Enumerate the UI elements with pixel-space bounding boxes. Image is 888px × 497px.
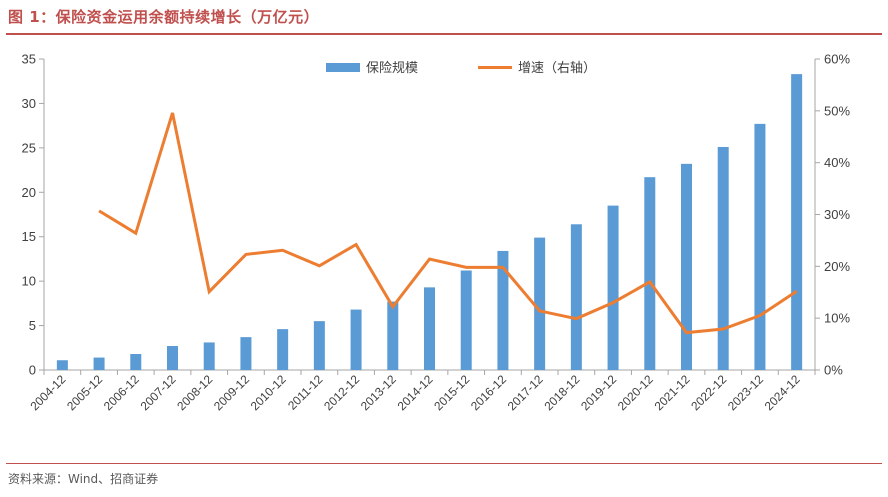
legend-swatch-bar xyxy=(326,63,360,72)
x-axis-tick-label: 2015-12 xyxy=(431,372,472,413)
title-row: 图 1：保险资金运用余额持续增长（万亿元） xyxy=(0,0,888,36)
left-axis-tick-label: 0 xyxy=(29,363,36,378)
x-axis-tick-label: 2010-12 xyxy=(248,372,289,413)
bar-2008-12 xyxy=(203,342,215,370)
x-axis-tick-label: 2008-12 xyxy=(174,372,215,413)
left-axis-tick-label: 30 xyxy=(22,96,36,111)
left-axis-tick-label: 15 xyxy=(22,229,36,244)
legend-label-line: 增速（右轴） xyxy=(518,61,596,76)
x-axis-tick-label: 2013-12 xyxy=(358,372,399,413)
bar-2024-12 xyxy=(791,74,803,370)
right-axis-tick-label: 50% xyxy=(824,103,850,118)
bar-2021-12 xyxy=(681,163,692,370)
right-axis-tick-label: 0% xyxy=(824,363,843,378)
bar-2019-12 xyxy=(607,205,619,370)
x-axis-tick-label: 2020-12 xyxy=(615,372,656,413)
bar-2007-12 xyxy=(167,346,178,370)
bar-2023-12 xyxy=(754,123,766,370)
chart: 0 5 10 15 20 25 30 35 0% 10% 20% 30% 40% 50% 60% 2004-1… xyxy=(22,52,851,414)
x-axis-tick-label: 2016-12 xyxy=(468,372,509,413)
x-axis-tick-label: 2004-12 xyxy=(27,372,68,413)
x-axis-tick-label: 2011-12 xyxy=(285,372,326,413)
x-axis-tick-label: 2018-12 xyxy=(541,372,582,413)
bar-2014-12 xyxy=(424,287,435,370)
bar-2012-12 xyxy=(350,309,362,370)
left-axis-tick-label: 5 xyxy=(29,318,36,333)
right-axis-tick-label: 40% xyxy=(824,155,850,170)
bar-2016-12 xyxy=(497,250,509,370)
bar-2015-12 xyxy=(460,270,472,370)
bar-2017-12 xyxy=(534,237,546,370)
bar-2004-12 xyxy=(56,360,68,370)
bar-2006-12 xyxy=(130,354,142,370)
x-axis-tick-label: 2007-12 xyxy=(138,372,179,413)
left-axis-tick-label: 10 xyxy=(22,274,36,289)
right-axis-tick-label: 60% xyxy=(824,52,850,67)
title-underline xyxy=(6,33,882,35)
bar-2013-12 xyxy=(387,301,399,370)
bar-2020-12 xyxy=(644,177,656,370)
x-axis-tick-label: 2014-12 xyxy=(395,372,436,413)
right-axis-tick-label: 20% xyxy=(824,259,850,274)
x-axis-tick-label: 2023-12 xyxy=(725,372,766,413)
bar-2009-12 xyxy=(240,337,252,370)
bar-2005-12 xyxy=(93,357,105,370)
bar-2022-12 xyxy=(717,146,729,370)
bar-2010-12 xyxy=(277,329,289,370)
figure-title: 图 1：保险资金运用余额持续增长（万亿元） xyxy=(8,8,320,26)
bar-2018-12 xyxy=(570,224,582,370)
bar-2011-12 xyxy=(313,321,325,370)
right-axis-tick-label: 30% xyxy=(824,207,850,222)
left-axis-tick-label: 20 xyxy=(22,185,36,200)
x-axis-tick-label: 2009-12 xyxy=(211,372,252,413)
left-axis-tick-label: 25 xyxy=(22,140,36,155)
x-axis-tick-label: 2024-12 xyxy=(762,372,803,413)
legend-label-bar: 保险规模 xyxy=(366,61,418,76)
x-axis-tick-label: 2006-12 xyxy=(101,372,142,413)
footer-rule xyxy=(6,463,882,464)
x-axis-tick-label: 2005-12 xyxy=(64,372,105,413)
x-axis-tick-label: 2012-12 xyxy=(321,372,362,413)
right-axis-tick-label: 10% xyxy=(824,311,850,326)
x-axis-tick-label: 2017-12 xyxy=(505,372,546,413)
x-axis-tick-label: 2022-12 xyxy=(688,372,729,413)
x-axis-tick-label: 2021-12 xyxy=(652,372,693,413)
x-axis-tick-label: 2019-12 xyxy=(578,372,619,413)
left-axis-tick-label: 35 xyxy=(22,52,36,67)
source-note: 资料来源：Wind、招商证券 xyxy=(8,472,159,486)
growth-rate-line xyxy=(98,112,798,335)
